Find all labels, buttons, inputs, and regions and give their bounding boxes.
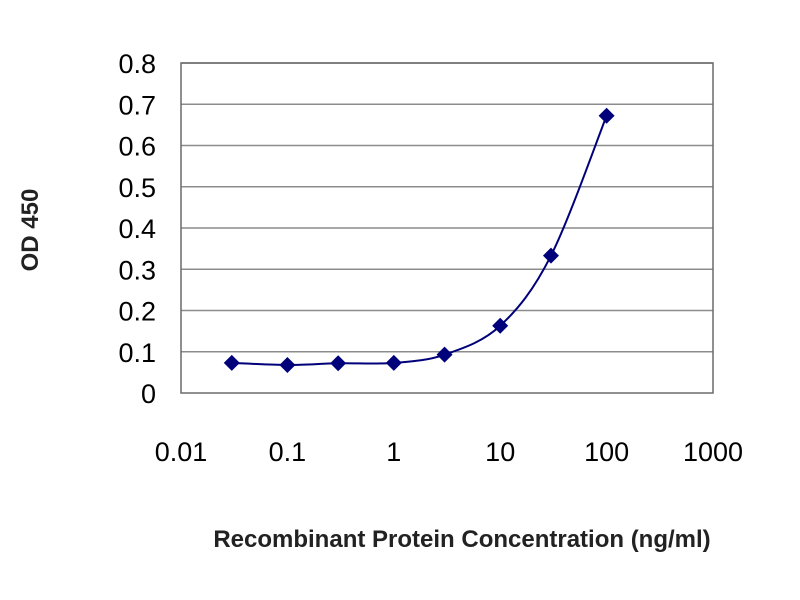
y-tick-label: 0.5 bbox=[118, 173, 156, 203]
data-point bbox=[279, 356, 296, 373]
data-point bbox=[223, 354, 240, 371]
data-points bbox=[223, 107, 615, 373]
x-tick-label: 1 bbox=[386, 437, 401, 467]
y-tick-label: 0.8 bbox=[118, 49, 156, 79]
x-tick-label: 0.1 bbox=[269, 437, 307, 467]
y-tick-label: 0.2 bbox=[118, 297, 156, 327]
x-tick-labels: 0.01 0.1 1 10 100 1000 bbox=[155, 437, 743, 467]
data-point bbox=[542, 247, 559, 264]
x-tick-label: 10 bbox=[485, 437, 515, 467]
y-axis-title: OD 450 bbox=[17, 189, 44, 272]
x-tick-label: 100 bbox=[584, 437, 629, 467]
y-tick-label: 0 bbox=[141, 379, 156, 409]
y-tick-labels: 0 0.1 0.2 0.3 0.4 0.5 0.6 0.7 0.8 bbox=[118, 49, 156, 409]
plot-area-frame bbox=[180, 62, 714, 394]
fitted-curve bbox=[231, 115, 608, 366]
y-tick-label: 0.4 bbox=[118, 214, 156, 244]
y-tick-label: 0.3 bbox=[118, 255, 156, 285]
x-tick-label: 0.01 bbox=[155, 437, 208, 467]
x-tick-label: 1000 bbox=[683, 437, 743, 467]
data-point bbox=[330, 355, 347, 372]
y-tick-label: 0.1 bbox=[118, 338, 156, 368]
y-tick-label: 0.6 bbox=[118, 132, 156, 162]
y-tick-label: 0.7 bbox=[118, 90, 156, 120]
grid-lines bbox=[181, 62, 713, 353]
x-axis-title: Recombinant Protein Concentration (ng/ml… bbox=[213, 526, 710, 553]
data-point bbox=[492, 317, 509, 334]
data-point bbox=[385, 354, 402, 371]
data-point bbox=[436, 346, 453, 363]
data-point bbox=[598, 107, 615, 124]
